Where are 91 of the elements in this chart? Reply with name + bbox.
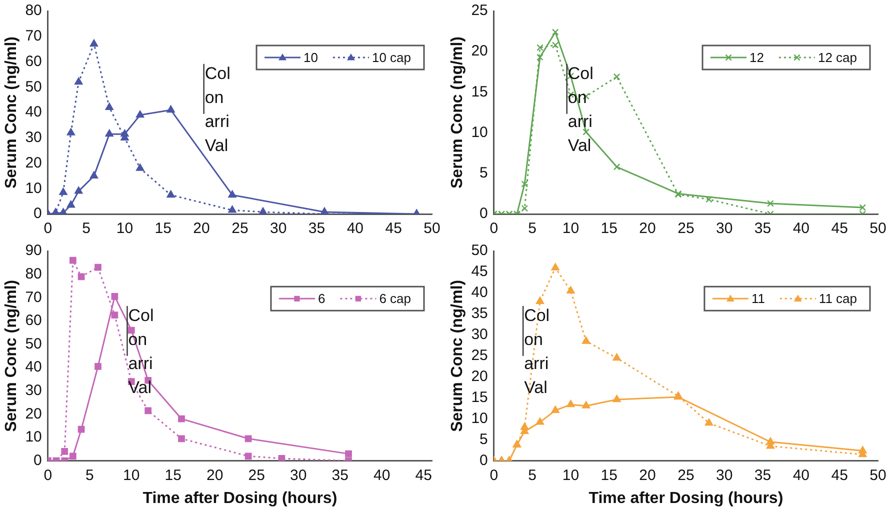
y-tick-label: 5 (480, 164, 488, 182)
x-tick-label: 45 (415, 466, 432, 484)
legend-label: 12 cap (818, 50, 858, 66)
x-tick-label: 40 (792, 466, 810, 484)
x-tick-label: 45 (831, 466, 848, 484)
x-tick-label: 25 (678, 220, 694, 238)
x-tick-label: 50 (870, 466, 886, 484)
y-tick-label: 70 (25, 28, 42, 45)
y-tick-label: 10 (25, 428, 42, 446)
y-tick-label: 40 (25, 104, 42, 121)
y-tick-label: 50 (471, 242, 488, 260)
y-tick-label: 80 (25, 2, 42, 20)
x-tick-label: 45 (831, 220, 848, 238)
x-tick-label: 20 (193, 220, 210, 238)
x-tick-label: 20 (639, 466, 656, 484)
x-tick-label: 30 (716, 466, 733, 484)
legend-label: 11 (751, 291, 765, 306)
y-tick-label: 60 (25, 52, 42, 70)
x-tick-label: 50 (424, 220, 440, 238)
x-tick-label: 45 (385, 220, 402, 238)
x-tick-label: 10 (123, 466, 140, 484)
y-tick-label: 20 (471, 42, 488, 60)
y-tick-label: 0 (480, 452, 488, 469)
y-tick-label: 10 (471, 124, 488, 141)
x-tick-label: 20 (206, 466, 224, 484)
x-tick-label: 5 (528, 220, 536, 238)
legend-label: 10 (304, 50, 318, 66)
y-tick-label: 50 (25, 335, 42, 352)
y-tick-label: 15 (471, 389, 488, 406)
y-tick-label: 0 (480, 205, 488, 222)
y-tick-label: 10 (471, 410, 488, 427)
y-tick-label: 20 (25, 154, 42, 172)
x-tick-label: 10 (562, 220, 580, 238)
x-tick-label: 30 (716, 220, 733, 238)
x-tick-label: 10 (116, 220, 134, 238)
y-tick-label: 0 (34, 205, 42, 222)
x-axis-title: Time after Dosing (hours) (588, 490, 784, 507)
x-tick-label: 40 (374, 466, 390, 484)
x-tick-label: 40 (346, 220, 364, 238)
y-tick-label: 25 (471, 347, 488, 364)
x-tick-label: 30 (290, 466, 307, 484)
x-axis-title: Time after Dosing (hours) (142, 490, 338, 507)
x-tick-label: 50 (870, 220, 886, 238)
y-tick-label: 15 (471, 83, 488, 100)
y-tick-label: 30 (471, 326, 488, 344)
y-tick-label: 70 (25, 288, 42, 306)
x-tick-label: 20 (639, 220, 656, 238)
y-tick-label: 90 (25, 242, 42, 260)
x-tick-label: 25 (232, 220, 248, 238)
y-tick-label: 20 (471, 368, 488, 386)
y-tick-label: 25 (471, 2, 488, 20)
legend-label: 11 cap (818, 291, 858, 306)
y-tick-label: 30 (25, 129, 42, 146)
legend-label: 6 cap (379, 291, 412, 306)
x-tick-label: 30 (270, 220, 287, 238)
y-tick-label: 50 (25, 78, 42, 96)
x-tick-label: 25 (248, 466, 265, 484)
y-tick-label: 10 (25, 180, 42, 197)
y-axis-title: Serum Conc (ng/ml) (3, 36, 20, 189)
y-tick-label: 40 (471, 284, 488, 302)
legend-label: 10 cap (372, 50, 412, 66)
x-tick-label: 15 (164, 466, 182, 484)
x-tick-label: 5 (82, 220, 90, 238)
y-axis-title: Serum Conc (ng/ml) (449, 280, 466, 432)
x-tick-label: 40 (792, 220, 810, 238)
y-tick-label: 40 (25, 358, 42, 376)
y-tick-label: 80 (25, 265, 42, 282)
y-tick-label: 5 (480, 430, 488, 448)
ref-line-label: Col on arri Val (524, 306, 550, 398)
y-tick-label: 45 (471, 263, 488, 280)
x-tick-label: 15 (600, 466, 618, 484)
x-tick-label: 25 (678, 466, 694, 484)
x-tick-label: 35 (332, 466, 348, 484)
y-axis-title: Serum Conc (ng/ml) (3, 280, 20, 432)
legend-label: 6 (318, 291, 326, 306)
y-tick-label: 20 (25, 405, 42, 422)
x-tick-label: 35 (754, 466, 772, 484)
x-tick-label: 10 (562, 466, 580, 484)
x-tick-label: 5 (85, 466, 94, 484)
y-tick-label: 60 (25, 312, 42, 330)
x-tick-label: 5 (528, 466, 536, 484)
legend-label: 12 (750, 50, 764, 66)
x-tick-label: 35 (754, 220, 772, 238)
x-tick-label: 15 (154, 220, 172, 238)
y-tick-label: 0 (34, 452, 42, 469)
ref-line-label: Col on arri Val (204, 64, 230, 156)
x-tick-label: 15 (600, 220, 618, 238)
y-axis-title: Serum Conc (ng/ml) (449, 36, 466, 189)
x-tick-label: 35 (308, 220, 326, 238)
y-tick-label: 30 (25, 382, 42, 400)
y-tick-label: 35 (471, 305, 488, 322)
